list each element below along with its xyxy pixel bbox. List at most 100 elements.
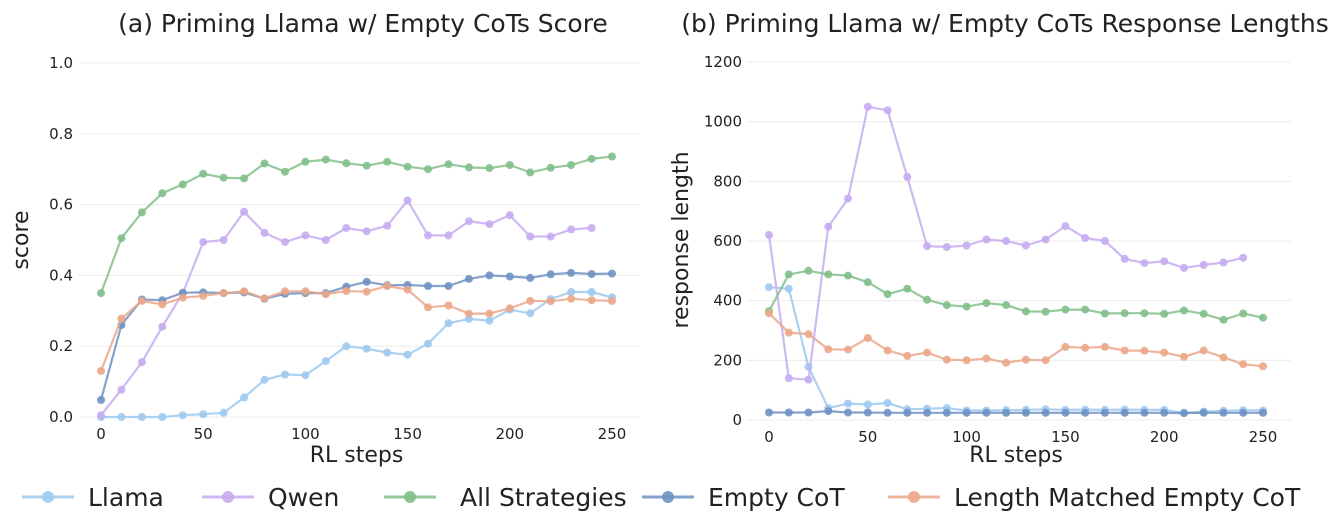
panel-a-point-length-matched-empty-cot: [117, 314, 126, 323]
legend-label-qwen: Qwen: [268, 483, 339, 512]
panel-b-point-qwen: [962, 241, 971, 250]
panel-a-point-llama: [178, 411, 187, 420]
panel-a-point-llama: [281, 370, 289, 379]
panel-a-point-length-matched-empty-cot: [321, 290, 330, 299]
panel-a-point-llama: [342, 342, 351, 351]
panel-b-point-length-matched-empty-cot: [804, 330, 813, 339]
panel-b-xtick-label: 200: [1150, 428, 1179, 446]
panel-b-point-empty-cot: [1100, 408, 1109, 417]
panel-b-ytick-label: 600: [713, 232, 742, 250]
panel-a-point-length-matched-empty-cot: [403, 285, 412, 294]
panel-b-point-qwen: [784, 374, 793, 383]
panel-a-point-llama: [199, 410, 208, 419]
panel-b-point-empty-cot: [844, 408, 852, 417]
panel-b-point-qwen: [1002, 237, 1011, 245]
panel-a-point-qwen: [526, 232, 535, 241]
panel-b-point-length-matched-empty-cot: [1002, 358, 1011, 367]
panel-a-point-qwen: [587, 224, 596, 232]
panel-b-point-empty-cot: [1061, 408, 1070, 417]
panel-b-point-length-matched-empty-cot: [1021, 355, 1030, 364]
panel-b-point-empty-cot: [1199, 408, 1208, 417]
panel-b-point-length-matched-empty-cot: [1199, 346, 1208, 355]
panel-a-ytick-label: 1.0: [49, 54, 73, 72]
panel-a-point-all-strategies: [342, 159, 351, 168]
panel-a-point-length-matched-empty-cot: [608, 296, 616, 305]
panel-a-point-all-strategies: [587, 154, 596, 163]
panel-b-point-length-matched-empty-cot: [1239, 360, 1248, 369]
panel-a-point-qwen: [199, 238, 208, 247]
panel-b-point-all-strategies: [1259, 313, 1267, 322]
panel-b-point-empty-cot: [784, 408, 793, 417]
panel-b-point-all-strategies: [923, 295, 932, 304]
panel-a-point-all-strategies: [321, 155, 330, 164]
panel-b-point-all-strategies: [804, 266, 813, 275]
panel-a-point-all-strategies: [505, 161, 514, 169]
panel-a-point-length-matched-empty-cot: [199, 291, 208, 300]
panel-a-point-length-matched-empty-cot: [178, 293, 187, 302]
legend-label-all-strategies: All Strategies: [460, 483, 627, 512]
panel-b-point-empty-cot: [1041, 408, 1050, 417]
panel-b-point-length-matched-empty-cot: [1061, 342, 1070, 351]
panel-b-point-all-strategies: [824, 270, 833, 279]
panel-b-point-empty-cot: [1120, 408, 1129, 417]
panel-b-point-all-strategies: [784, 270, 793, 279]
panel-a-point-length-matched-empty-cot: [219, 289, 228, 298]
panel-b-point-all-strategies: [962, 302, 971, 311]
panel-b-xtick-label: 100: [952, 428, 981, 446]
panel-b-point-qwen: [1041, 235, 1050, 244]
panel-b-point-llama: [784, 284, 793, 293]
panel-b-point-length-matched-empty-cot: [824, 345, 833, 354]
panel-b-point-all-strategies: [1002, 301, 1011, 310]
panel-a-xlabel: RL steps: [310, 443, 404, 468]
panel-a-point-qwen: [383, 221, 392, 230]
panel-a-point-llama: [301, 371, 310, 380]
panel-a-point-llama: [485, 316, 494, 325]
panel-b-point-qwen: [1199, 260, 1208, 269]
panel-b-ytick-label: 800: [713, 172, 742, 190]
panel-b-ytick-label: 400: [713, 292, 742, 310]
panel-b-point-qwen: [1160, 257, 1169, 266]
panel-b-point-llama: [883, 399, 892, 407]
panel-b-point-length-matched-empty-cot: [863, 334, 872, 342]
panel-a-point-length-matched-empty-cot: [424, 303, 432, 312]
panel-b-point-length-matched-empty-cot: [923, 348, 932, 357]
panel-a-point-qwen: [240, 207, 249, 216]
panel-b-point-qwen: [863, 102, 872, 111]
panel-a-point-empty-cot: [546, 270, 555, 279]
panel-b-point-length-matched-empty-cot: [1081, 343, 1090, 352]
panel-b-series-line-length-matched-empty-cot: [768, 312, 1264, 368]
panel-b-xlabel: RL steps: [969, 443, 1063, 468]
legend-marker-length-matched-empty-cot: [908, 491, 920, 503]
panel-b-point-empty-cot: [1259, 408, 1267, 417]
panel-a-point-all-strategies: [117, 234, 126, 243]
panel-a-point-qwen: [567, 225, 576, 234]
panel-b-point-length-matched-empty-cot: [1219, 353, 1228, 362]
panel-a-point-llama: [240, 393, 249, 402]
panel-b-point-empty-cot: [883, 408, 892, 417]
panel-a-point-length-matched-empty-cot: [587, 296, 596, 305]
panel-a-point-length-matched-empty-cot: [342, 287, 351, 295]
panel-b-point-length-matched-empty-cot: [844, 345, 852, 354]
panel-a-point-empty-cot: [505, 272, 514, 281]
panel-a-point-empty-cot: [362, 277, 371, 286]
panel-a-series-line-all-strategies: [99, 155, 613, 294]
panel-a-point-all-strategies: [362, 161, 371, 170]
panel-b-point-all-strategies: [863, 278, 872, 287]
panel-a-point-llama: [444, 319, 453, 328]
panel-b-point-all-strategies: [883, 290, 892, 299]
panel-a-point-all-strategies: [403, 162, 412, 171]
panel-b-point-empty-cot: [1002, 408, 1011, 417]
panel-b-point-all-strategies: [1199, 309, 1208, 318]
panel-a-point-empty-cot: [567, 268, 576, 277]
panel-a-title: (a) Priming Llama w/ Empty CoTs Score: [118, 9, 608, 38]
panel-b-point-length-matched-empty-cot: [982, 354, 991, 363]
panel-a-point-empty-cot: [97, 396, 105, 404]
panel-b-ytick-label: 0: [732, 411, 742, 429]
panel-b-point-all-strategies: [1041, 307, 1050, 316]
panel-a-point-all-strategies: [260, 159, 269, 168]
legend-marker-qwen: [222, 491, 234, 503]
panel-a-point-length-matched-empty-cot: [137, 296, 146, 305]
panel-a-point-empty-cot: [608, 269, 616, 278]
panel-b-point-qwen: [1239, 253, 1248, 262]
